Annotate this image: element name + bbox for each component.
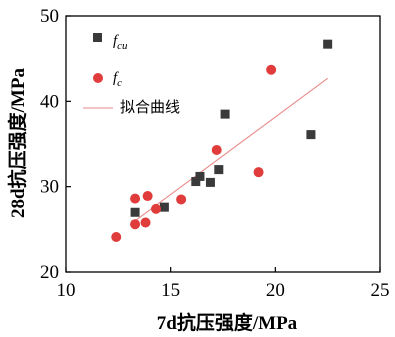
- fcu-point: [205, 177, 215, 187]
- x-tick-label: 25: [371, 280, 390, 301]
- y-tick-label: 50: [40, 6, 59, 27]
- fcu-point: [306, 130, 316, 140]
- legend-fc-marker: [93, 73, 103, 83]
- fcu-point: [191, 177, 201, 187]
- y-axis-title: 28d抗压强度/MPa: [6, 68, 29, 218]
- x-axis-title: 7d抗压强度/MPa: [157, 311, 298, 334]
- legend-fcu-label: fcu: [113, 33, 128, 52]
- fc-point: [176, 194, 187, 205]
- x-tick-label: 15: [161, 280, 180, 301]
- fc-point: [253, 167, 264, 178]
- fc-point: [211, 144, 222, 155]
- legend-fc-label: fc: [113, 70, 122, 89]
- legend: fcu fc 拟合曲线: [83, 33, 180, 116]
- legend-fcu-marker: [93, 33, 102, 42]
- axes: 10 15 20 25 20 30 40 50: [40, 6, 390, 301]
- fc-point: [130, 193, 141, 204]
- fit-line: [134, 77, 328, 222]
- fc-point: [130, 219, 141, 230]
- plot-frame: [65, 15, 381, 273]
- fc-point: [140, 217, 151, 228]
- fcu-point: [214, 165, 224, 175]
- fc-point: [266, 64, 277, 75]
- y-tick-label: 40: [40, 91, 59, 112]
- fc-point: [142, 191, 153, 202]
- fcu-point: [220, 109, 230, 119]
- fc-point: [111, 232, 122, 243]
- y-tick-label: 30: [40, 177, 59, 198]
- fcu-point: [159, 202, 169, 212]
- fc-point: [151, 203, 162, 214]
- data-marks: [111, 39, 333, 243]
- fcu-point: [195, 171, 205, 181]
- fcu-point: [130, 207, 140, 217]
- x-tick-label: 10: [57, 280, 76, 301]
- legend-fit-label: 拟合曲线: [120, 99, 180, 116]
- x-tick-label: 20: [266, 280, 285, 301]
- fcu-point: [323, 39, 333, 49]
- y-tick-label: 20: [40, 262, 59, 283]
